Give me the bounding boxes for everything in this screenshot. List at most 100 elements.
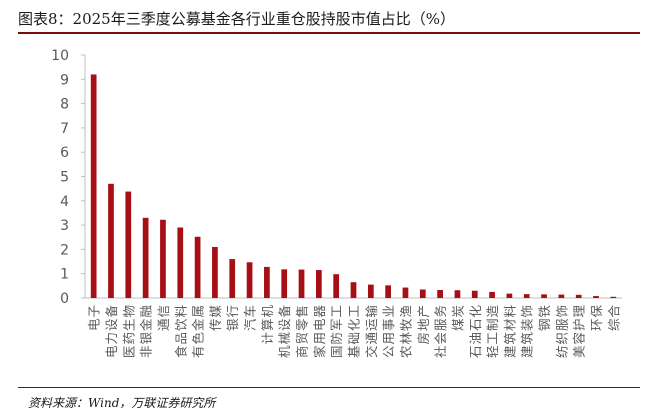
y-tick-label: 10	[51, 48, 69, 64]
bar-9	[229, 259, 236, 298]
x-tick-label: 食品饮料	[173, 304, 188, 358]
footer-rule	[18, 387, 640, 388]
svg-text:煤炭: 煤炭	[450, 304, 465, 331]
svg-text:环保: 环保	[589, 304, 604, 331]
bar-24	[489, 291, 495, 298]
svg-text:农林牧渔: 农林牧渔	[398, 304, 413, 358]
x-tick-label: 美容护理	[572, 304, 587, 358]
bar-1	[90, 74, 97, 298]
svg-text:纺织服饰: 纺织服饰	[554, 304, 569, 358]
bar-12	[281, 269, 288, 298]
bar-4	[142, 217, 149, 298]
svg-text:传媒: 传媒	[208, 304, 223, 331]
svg-text:房地产: 房地产	[416, 304, 431, 345]
bar-10	[246, 262, 253, 298]
x-tick-label: 轻工制造	[485, 304, 500, 358]
bar-19	[402, 287, 409, 298]
chart-title: 图表8：2025年三季度公募基金各行业重仓股持股市值占比（%）	[18, 10, 455, 28]
x-tick-label: 纺织服饰	[554, 304, 569, 358]
y-tick-label: 3	[60, 218, 69, 234]
y-tick-label: 2	[60, 242, 69, 258]
svg-text:商贸零售: 商贸零售	[295, 304, 310, 358]
x-tick-label: 公用事业	[381, 304, 396, 358]
x-tick-label: 煤炭	[450, 304, 465, 331]
y-tick-label: 1	[60, 267, 69, 283]
x-tick-label: 计算机	[260, 304, 275, 345]
bar-3	[125, 191, 132, 298]
bar-27	[541, 294, 547, 298]
bar-26	[523, 294, 530, 298]
x-tick-label: 农林牧渔	[398, 304, 413, 358]
bar-20	[419, 289, 426, 298]
svg-text:汽车: 汽车	[243, 304, 258, 331]
bar-13	[298, 269, 305, 298]
svg-text:社会服务: 社会服务	[433, 304, 448, 358]
svg-text:轻工制造: 轻工制造	[485, 304, 500, 358]
bar-7	[194, 236, 201, 298]
x-tick-label: 国防军工	[329, 304, 344, 358]
svg-text:建筑材料: 建筑材料	[502, 304, 517, 358]
x-tick-label: 环保	[589, 304, 604, 331]
svg-text:家用电器: 家用电器	[312, 304, 327, 358]
x-tick-label: 家用电器	[312, 304, 327, 358]
x-tick-label: 汽车	[243, 304, 258, 331]
bar-2	[108, 183, 114, 298]
bar-31	[610, 296, 617, 298]
x-tick-label: 钢铁	[537, 304, 552, 331]
bar-15	[333, 274, 340, 298]
bar-21	[437, 289, 443, 298]
svg-text:钢铁: 钢铁	[537, 304, 552, 331]
svg-text:银行: 银行	[225, 304, 240, 331]
y-tick-label: 5	[60, 170, 69, 186]
bar-23	[471, 290, 478, 298]
svg-text:公用事业: 公用事业	[381, 304, 396, 358]
svg-text:电子: 电子	[87, 304, 102, 331]
svg-text:建筑装饰: 建筑装饰	[520, 304, 535, 358]
x-tick-label: 银行	[225, 304, 240, 331]
x-tick-label: 机械设备	[277, 304, 292, 358]
bar-28	[558, 294, 565, 298]
y-tick-label: 7	[60, 121, 69, 137]
bar-17	[367, 284, 374, 298]
svg-text:交通运输: 交通运输	[364, 304, 379, 358]
svg-text:食品饮料: 食品饮料	[173, 304, 188, 358]
x-tick-label: 商贸零售	[295, 304, 310, 358]
source-note: 资料来源：Wind，万联证券研究所	[28, 396, 216, 410]
x-tick-label: 电子	[87, 304, 102, 331]
x-tick-label: 建筑材料	[502, 304, 517, 358]
x-tick-label: 有色金属	[191, 304, 206, 358]
x-tick-label: 房地产	[416, 304, 431, 345]
bar-18	[385, 285, 392, 298]
bar-11	[264, 266, 270, 298]
title-rule	[18, 32, 640, 34]
svg-text:美容护理: 美容护理	[572, 304, 587, 358]
bar-30	[593, 296, 599, 298]
bar-14	[315, 270, 322, 298]
x-tick-label: 传媒	[208, 304, 223, 331]
x-tick-label: 基础化工	[347, 304, 362, 358]
x-tick-label: 交通运输	[364, 304, 379, 358]
svg-text:有色金属: 有色金属	[191, 304, 206, 358]
y-tick-label: 9	[60, 72, 69, 88]
y-tick-label: 4	[60, 194, 69, 210]
svg-text:综合: 综合	[606, 304, 621, 331]
svg-text:医药生物: 医药生物	[121, 304, 136, 358]
svg-text:基础化工: 基础化工	[347, 304, 362, 358]
bar-16	[350, 282, 357, 298]
x-tick-label: 社会服务	[433, 304, 448, 358]
bar-5	[160, 219, 166, 298]
bar-22	[454, 290, 461, 298]
x-tick-label: 石油石化	[468, 304, 483, 358]
bar-25	[506, 293, 513, 298]
svg-text:机械设备: 机械设备	[277, 304, 292, 358]
y-tick-label: 6	[60, 145, 69, 161]
x-tick-label: 建筑装饰	[520, 304, 535, 358]
svg-text:通信: 通信	[156, 304, 171, 331]
x-tick-label: 非银金融	[139, 304, 154, 358]
x-tick-label: 医药生物	[121, 304, 136, 358]
bar-29	[575, 294, 582, 298]
x-tick-label: 通信	[156, 304, 171, 331]
bar-6	[177, 227, 184, 298]
bar-8	[212, 246, 218, 298]
